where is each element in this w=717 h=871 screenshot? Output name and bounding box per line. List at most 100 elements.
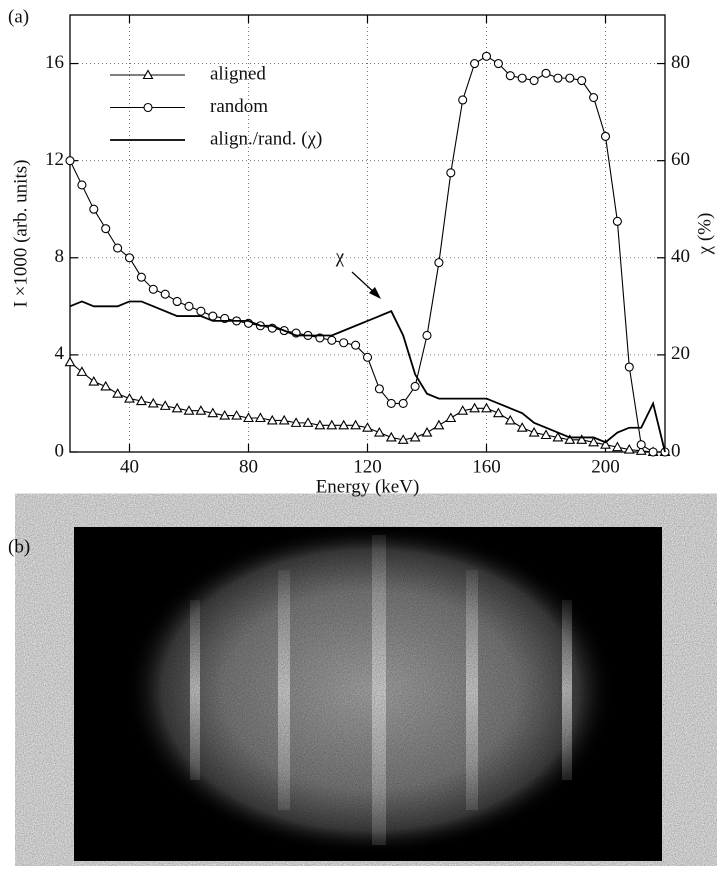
triangle-marker [124, 392, 135, 403]
triangle-marker [112, 388, 124, 398]
circle-marker [612, 216, 622, 226]
circle-marker [136, 272, 146, 282]
circle-marker [196, 306, 206, 316]
triangle-marker [183, 405, 195, 415]
triangle-marker [302, 417, 314, 427]
circle-marker [77, 180, 87, 190]
y2-tick-label: 60 [671, 149, 690, 170]
circle-marker [124, 253, 135, 263]
y-tick-label: 8 [55, 246, 65, 267]
annotation: χ [335, 246, 345, 267]
triangle-marker [588, 436, 600, 447]
triangle-marker [540, 429, 552, 440]
circle-marker [517, 73, 527, 83]
triangle-marker [147, 397, 159, 408]
circle-marker [565, 73, 575, 83]
circle-marker [113, 243, 123, 253]
axes-frame [69, 14, 666, 453]
circle-marker [648, 447, 658, 457]
legend-label: align./rand. (χ) [210, 128, 322, 149]
circle-marker [410, 381, 420, 392]
triangle-marker [243, 412, 254, 423]
circle-marker [160, 289, 170, 299]
triangle-marker [362, 422, 373, 432]
triangle-marker [385, 431, 397, 442]
triangle-marker [528, 426, 540, 437]
circle-marker [505, 71, 515, 81]
triangle-marker [278, 414, 290, 425]
circle-marker [148, 284, 158, 294]
circle-marker [553, 73, 563, 83]
circle-marker [529, 76, 539, 86]
circle-marker [458, 95, 468, 105]
triangle-marker [421, 426, 433, 437]
y-tick-label: 12 [45, 149, 64, 170]
circle-marker [446, 168, 456, 178]
triangle-marker [100, 380, 112, 391]
circle-marker [541, 68, 551, 78]
triangle-marker [564, 434, 576, 444]
legend-label: random [210, 96, 268, 117]
triangle-marker [195, 405, 207, 415]
x-tick-label: 120 [353, 456, 382, 477]
circle-marker [398, 398, 408, 408]
triangle-marker [350, 419, 362, 430]
triangle-marker [600, 439, 611, 449]
circle-marker [89, 204, 99, 214]
triangle-marker [635, 445, 647, 455]
triangle-marker [135, 395, 147, 406]
triangle-marker [290, 417, 302, 427]
circle-marker [65, 156, 75, 166]
y-tick-label: 16 [45, 52, 64, 73]
circle-marker [493, 59, 503, 69]
image-panel [74, 525, 662, 861]
y-axis-label: I ×1000 (arb. units) [10, 160, 31, 308]
y-tick-label: 4 [55, 343, 65, 364]
triangle-marker [469, 402, 481, 413]
circle-marker [143, 102, 153, 113]
arrow-head [369, 287, 381, 299]
circle-marker [184, 301, 194, 311]
x-tick-label: 40 [120, 456, 139, 477]
triangle-marker [159, 400, 171, 410]
triangle-marker [314, 419, 326, 430]
x-tick-label: 200 [591, 456, 620, 477]
y-tick-label: 0 [55, 440, 65, 461]
triangle-marker [481, 402, 492, 413]
y2-tick-label: 80 [671, 52, 690, 73]
y2-tick-label: 40 [671, 246, 690, 267]
triangle-marker [231, 409, 243, 420]
series-line [69, 300, 666, 453]
triangle-marker [576, 434, 588, 444]
panel-label: (b) [8, 536, 30, 557]
y2-tick-label: 20 [671, 343, 690, 364]
triangle-marker [445, 412, 457, 423]
y2-tick-label: 0 [671, 440, 681, 461]
triangle-marker [266, 414, 278, 425]
circle-marker [339, 338, 349, 348]
circle-marker [470, 59, 480, 69]
circle-marker [434, 258, 444, 268]
triangle-marker [326, 419, 338, 430]
y2-axis-label: χ (%) [694, 213, 715, 256]
triangle-marker [492, 407, 504, 418]
triangle-marker [76, 366, 88, 376]
x-tick-label: 80 [239, 456, 258, 477]
legend-label: aligned [210, 63, 266, 84]
triangle-marker [457, 405, 469, 415]
circle-marker [374, 384, 384, 394]
x-axis-label: Energy (keV) [316, 476, 420, 497]
circle-marker [422, 330, 432, 341]
triangle-marker [338, 419, 350, 430]
triangle-marker [219, 409, 231, 420]
triangle-marker [516, 422, 528, 432]
circle-marker [600, 131, 611, 141]
triangle-marker [171, 402, 183, 413]
circle-marker [624, 362, 634, 372]
circle-marker [386, 398, 396, 408]
triangle-marker [552, 431, 564, 442]
triangle-marker [409, 431, 421, 442]
circle-marker [362, 352, 373, 362]
